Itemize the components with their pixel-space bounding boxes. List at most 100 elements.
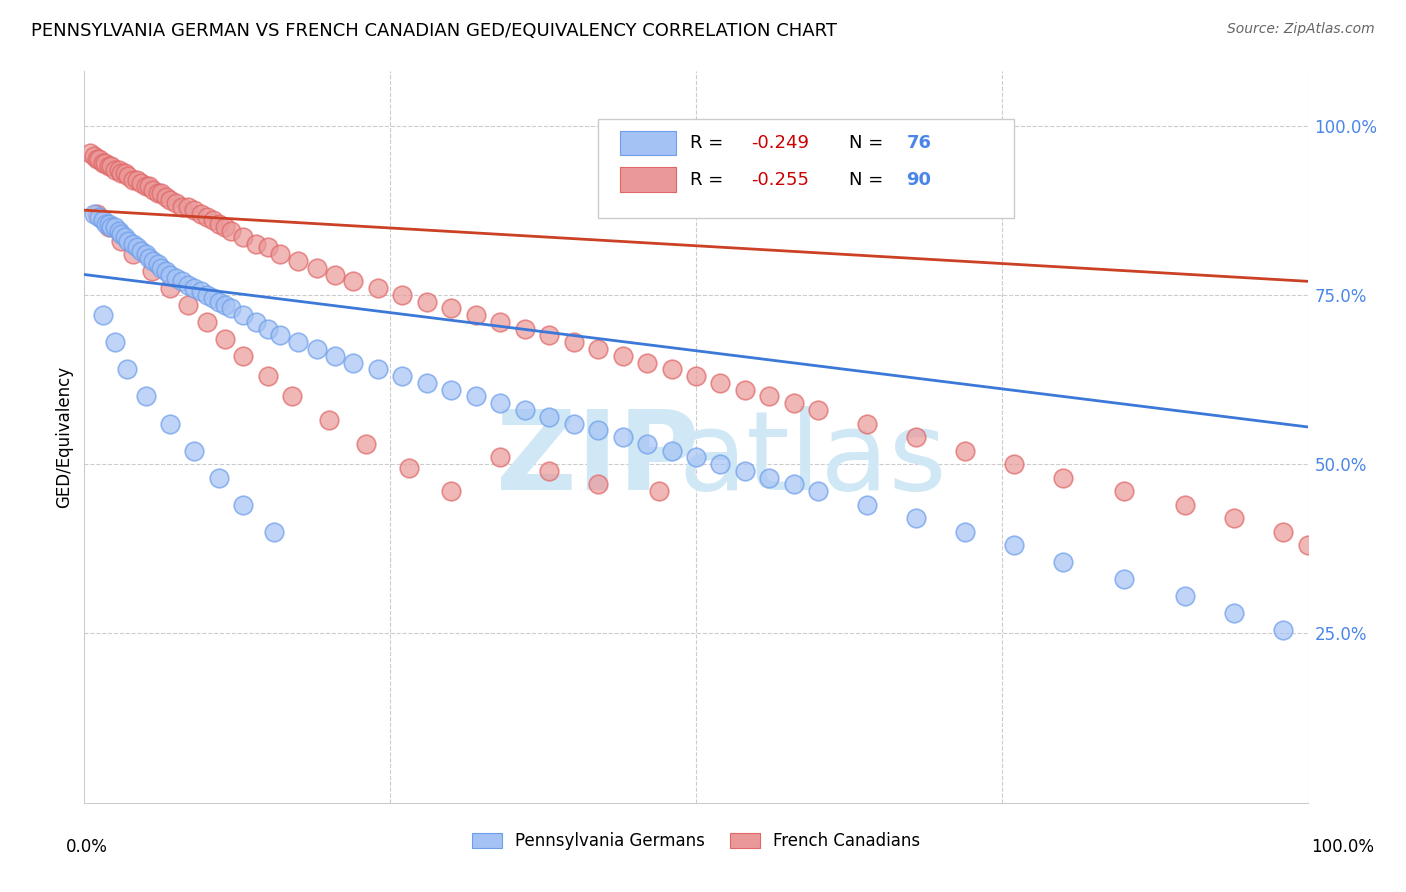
Point [83,149,105,163]
Point [245,315,267,329]
Point [905,511,928,525]
Point [586,423,609,437]
Point [183,281,205,295]
Point [91,308,114,322]
Point [155,189,177,203]
Point [612,349,634,363]
Point [1114,572,1136,586]
Point [538,464,561,478]
Point [129,176,152,190]
Point [807,484,830,499]
Point [281,389,304,403]
Point [135,179,157,194]
Point [758,471,780,485]
Point [1174,589,1197,603]
Point [183,443,205,458]
Text: Source: ZipAtlas.com: Source: ZipAtlas.com [1227,22,1375,37]
Point [142,183,165,197]
Point [110,227,132,241]
Point [172,200,194,214]
Point [758,389,780,403]
Point [135,389,157,403]
Point [489,315,512,329]
Point [538,409,561,424]
Point [586,342,609,356]
Point [636,355,658,369]
Point [110,166,132,180]
Point [440,484,463,499]
Point [856,417,879,431]
Point [1223,606,1246,620]
Point [661,443,683,458]
Point [83,206,105,220]
Point [125,240,148,254]
Point [464,308,486,322]
FancyBboxPatch shape [598,119,1014,218]
Point [201,291,224,305]
Point [79,145,101,160]
Point [342,355,364,369]
Text: 76: 76 [907,134,931,152]
Point [159,268,181,282]
Point [440,301,463,316]
Point [107,223,129,237]
Point [1002,457,1025,471]
Point [159,417,181,431]
Point [150,260,173,275]
Text: R =: R = [690,170,728,188]
Point [1002,538,1025,552]
Point [208,217,231,231]
Point [269,328,291,343]
Point [97,159,120,173]
Point [648,484,671,499]
Point [135,247,157,261]
Point [114,166,136,180]
Point [87,153,110,167]
Point [685,450,707,465]
Point [142,254,165,268]
Point [489,396,512,410]
Point [685,369,707,384]
Point [538,328,561,343]
Text: N =: N = [849,134,889,152]
Point [195,315,218,329]
Point [177,200,200,214]
Point [165,271,187,285]
Point [190,206,212,220]
Point [86,153,108,167]
Legend: Pennsylvania Germans, French Canadians: Pennsylvania Germans, French Canadians [465,825,927,856]
Point [190,285,212,299]
Point [391,369,413,384]
Point [709,457,731,471]
Point [562,335,585,350]
Point [586,477,609,491]
Point [709,376,731,390]
Point [100,220,122,235]
Point [636,437,658,451]
Text: -0.249: -0.249 [751,134,808,152]
Point [219,223,242,237]
FancyBboxPatch shape [620,167,676,192]
Point [117,234,139,248]
Point [305,342,328,356]
Point [115,362,138,376]
Point [440,383,463,397]
Point [1052,471,1074,485]
Point [367,362,389,376]
Point [416,376,439,390]
Point [177,277,200,292]
Point [96,217,118,231]
Point [734,464,756,478]
Point [87,210,110,224]
Point [263,524,285,539]
Text: 0.0%: 0.0% [66,838,108,855]
Point [150,186,173,201]
Point [97,217,120,231]
Text: R =: R = [690,134,728,152]
Point [104,162,127,177]
Text: -0.255: -0.255 [751,170,808,188]
Y-axis label: GED/Equivalency: GED/Equivalency [55,366,73,508]
Text: 100.0%: 100.0% [1312,838,1374,855]
Point [783,477,806,491]
Point [141,264,163,278]
